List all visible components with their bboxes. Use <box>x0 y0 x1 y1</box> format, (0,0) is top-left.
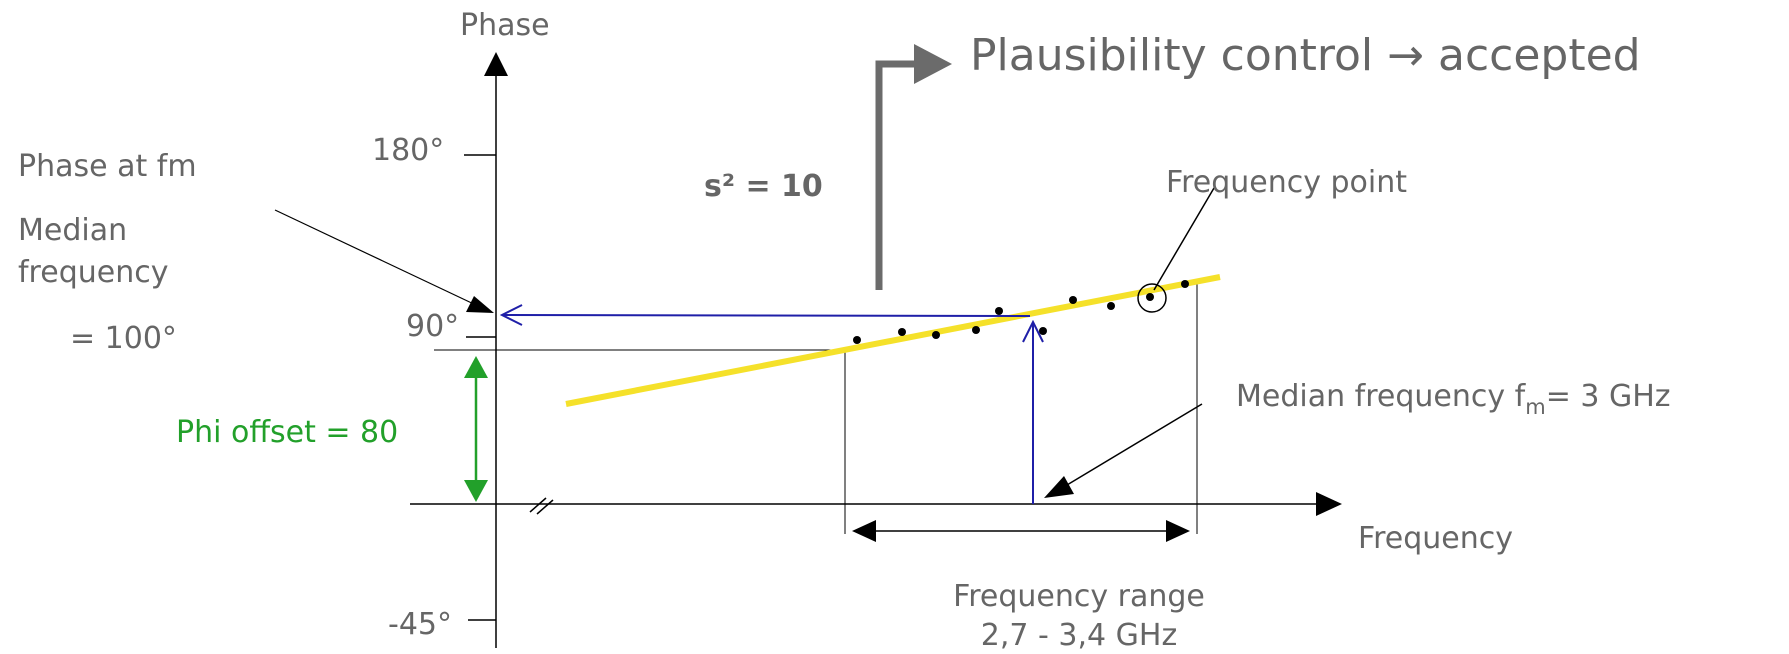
median-frequency-pointer <box>1061 403 1203 489</box>
median-frequency-suffix: = 3 GHz <box>1546 379 1671 414</box>
frequency-range-label-line2: 2,7 - 3,4 GHz <box>981 618 1177 653</box>
median-value-label: = 100° <box>70 321 177 356</box>
plausibility-arrow <box>875 60 918 290</box>
phase-at-fm-pointer <box>274 209 479 307</box>
tick-180-label: 180° <box>372 133 444 168</box>
plausibility-arrowhead <box>914 44 952 84</box>
tick-neg45-label: -45° <box>388 607 452 642</box>
frequency-point-pointer <box>1153 187 1215 291</box>
frequency-point-label: Frequency point <box>1166 165 1407 200</box>
data-point <box>1146 293 1154 301</box>
frequency-points <box>853 280 1189 344</box>
phase-at-fm-label: Phase at fm <box>18 149 197 184</box>
median-frequency-prefix: Median frequency f <box>1236 379 1527 414</box>
x-axis-arrowhead <box>1316 492 1342 516</box>
x-axis-label: Frequency <box>1358 521 1513 556</box>
tick-90-label: 90° <box>406 309 459 344</box>
axis-break-mark <box>529 497 547 513</box>
data-point <box>1069 296 1077 304</box>
y-axis-arrowhead <box>484 52 508 76</box>
data-point <box>995 307 1003 315</box>
range-arrowhead-right <box>1166 520 1190 542</box>
median-frequency-arrowhead <box>1044 476 1074 498</box>
s-squared-label: s² = 10 <box>704 169 823 204</box>
y-axis-label: Phase <box>460 8 550 43</box>
phi-offset-label: Phi offset = 80 <box>176 415 398 450</box>
data-point <box>1181 280 1189 288</box>
data-point <box>932 331 940 339</box>
frequency-point-highlight <box>1137 283 1167 313</box>
phi-offset-arrowhead-bottom <box>464 480 488 502</box>
median-label-line2: frequency <box>18 255 168 290</box>
median-horizontal-arrow <box>502 315 1031 316</box>
phi-offset-arrowhead-top <box>464 356 488 378</box>
data-point <box>853 336 861 344</box>
axis-break-mark <box>536 499 554 515</box>
median-frequency-label: Median frequency fm= 3 GHz <box>1236 379 1671 419</box>
median-label-line1: Median <box>18 213 127 248</box>
fit-line <box>565 274 1221 407</box>
range-arrowhead-left <box>852 520 876 542</box>
phase-at-fm-arrowhead <box>466 296 494 313</box>
data-point <box>1039 327 1047 335</box>
frequency-range-label-line1: Frequency range <box>953 579 1205 614</box>
data-point <box>1107 302 1115 310</box>
median-frequency-subscript: m <box>1525 395 1545 419</box>
plausibility-label: Plausibility control → accepted <box>970 30 1641 81</box>
data-point <box>898 328 906 336</box>
data-point <box>972 326 980 334</box>
